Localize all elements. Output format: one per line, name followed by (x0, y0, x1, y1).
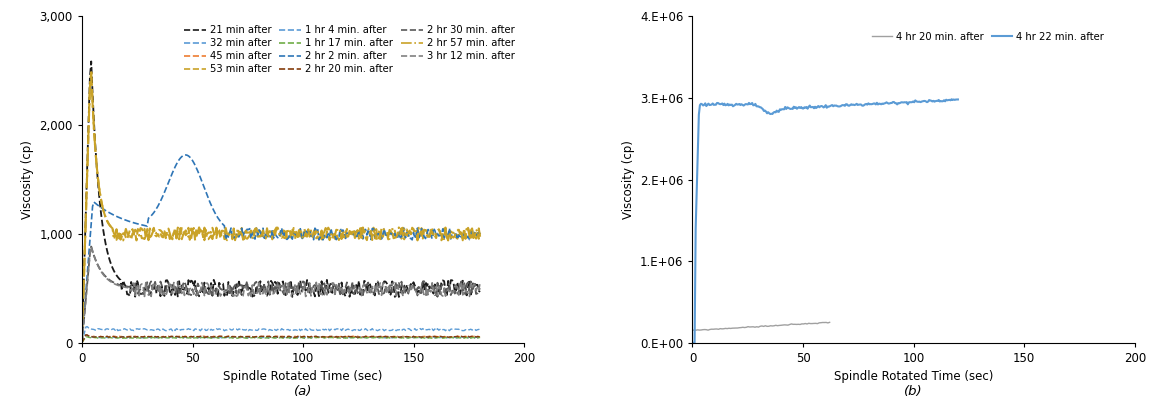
4 hr 22 min. after (944, 97, 958, 102)
Legend: 4 hr 20 min. after, 4 hr 22 min. after: 4 hr 20 min. after, 4 hr 22 min. after (868, 28, 1108, 46)
4 hr 22 min. after (729, 102, 743, 106)
X-axis label: Spindle Rotated Time (sec): Spindle Rotated Time (sec) (834, 370, 993, 383)
Text: (b): (b) (904, 385, 923, 398)
4 hr 22 min. after (792, 104, 806, 109)
4 hr 22 min. after (869, 102, 883, 107)
4 hr 20 min. after (775, 323, 789, 328)
4 hr 20 min. after (768, 323, 782, 328)
4 hr 22 min. after (941, 98, 955, 103)
4 hr 20 min. after (779, 323, 793, 328)
4 hr 22 min. after (951, 97, 965, 102)
Line: 4 hr 22 min. after: 4 hr 22 min. after (693, 99, 958, 343)
4 hr 20 min. after (807, 321, 821, 326)
Legend: 21 min after, 32 min after, 45 min after, 53 min after, 1 hr 4 min. after, 1 hr : 21 min after, 32 min after, 45 min after… (180, 21, 519, 78)
4 hr 20 min. after (746, 324, 760, 329)
Y-axis label: Viscosity (cp): Viscosity (cp) (621, 140, 634, 219)
4 hr 22 min. after (839, 102, 853, 106)
4 hr 20 min. after (769, 323, 783, 328)
4 hr 22 min. after (796, 106, 810, 111)
X-axis label: Spindle Rotated Time (sec): Spindle Rotated Time (sec) (223, 370, 383, 383)
4 hr 20 min. after (686, 328, 700, 333)
4 hr 20 min. after (823, 320, 837, 325)
4 hr 22 min. after (686, 340, 700, 345)
Text: (a): (a) (294, 385, 312, 398)
Line: 4 hr 20 min. after: 4 hr 20 min. after (693, 322, 830, 330)
Y-axis label: Viscosity (cp): Viscosity (cp) (21, 140, 34, 219)
